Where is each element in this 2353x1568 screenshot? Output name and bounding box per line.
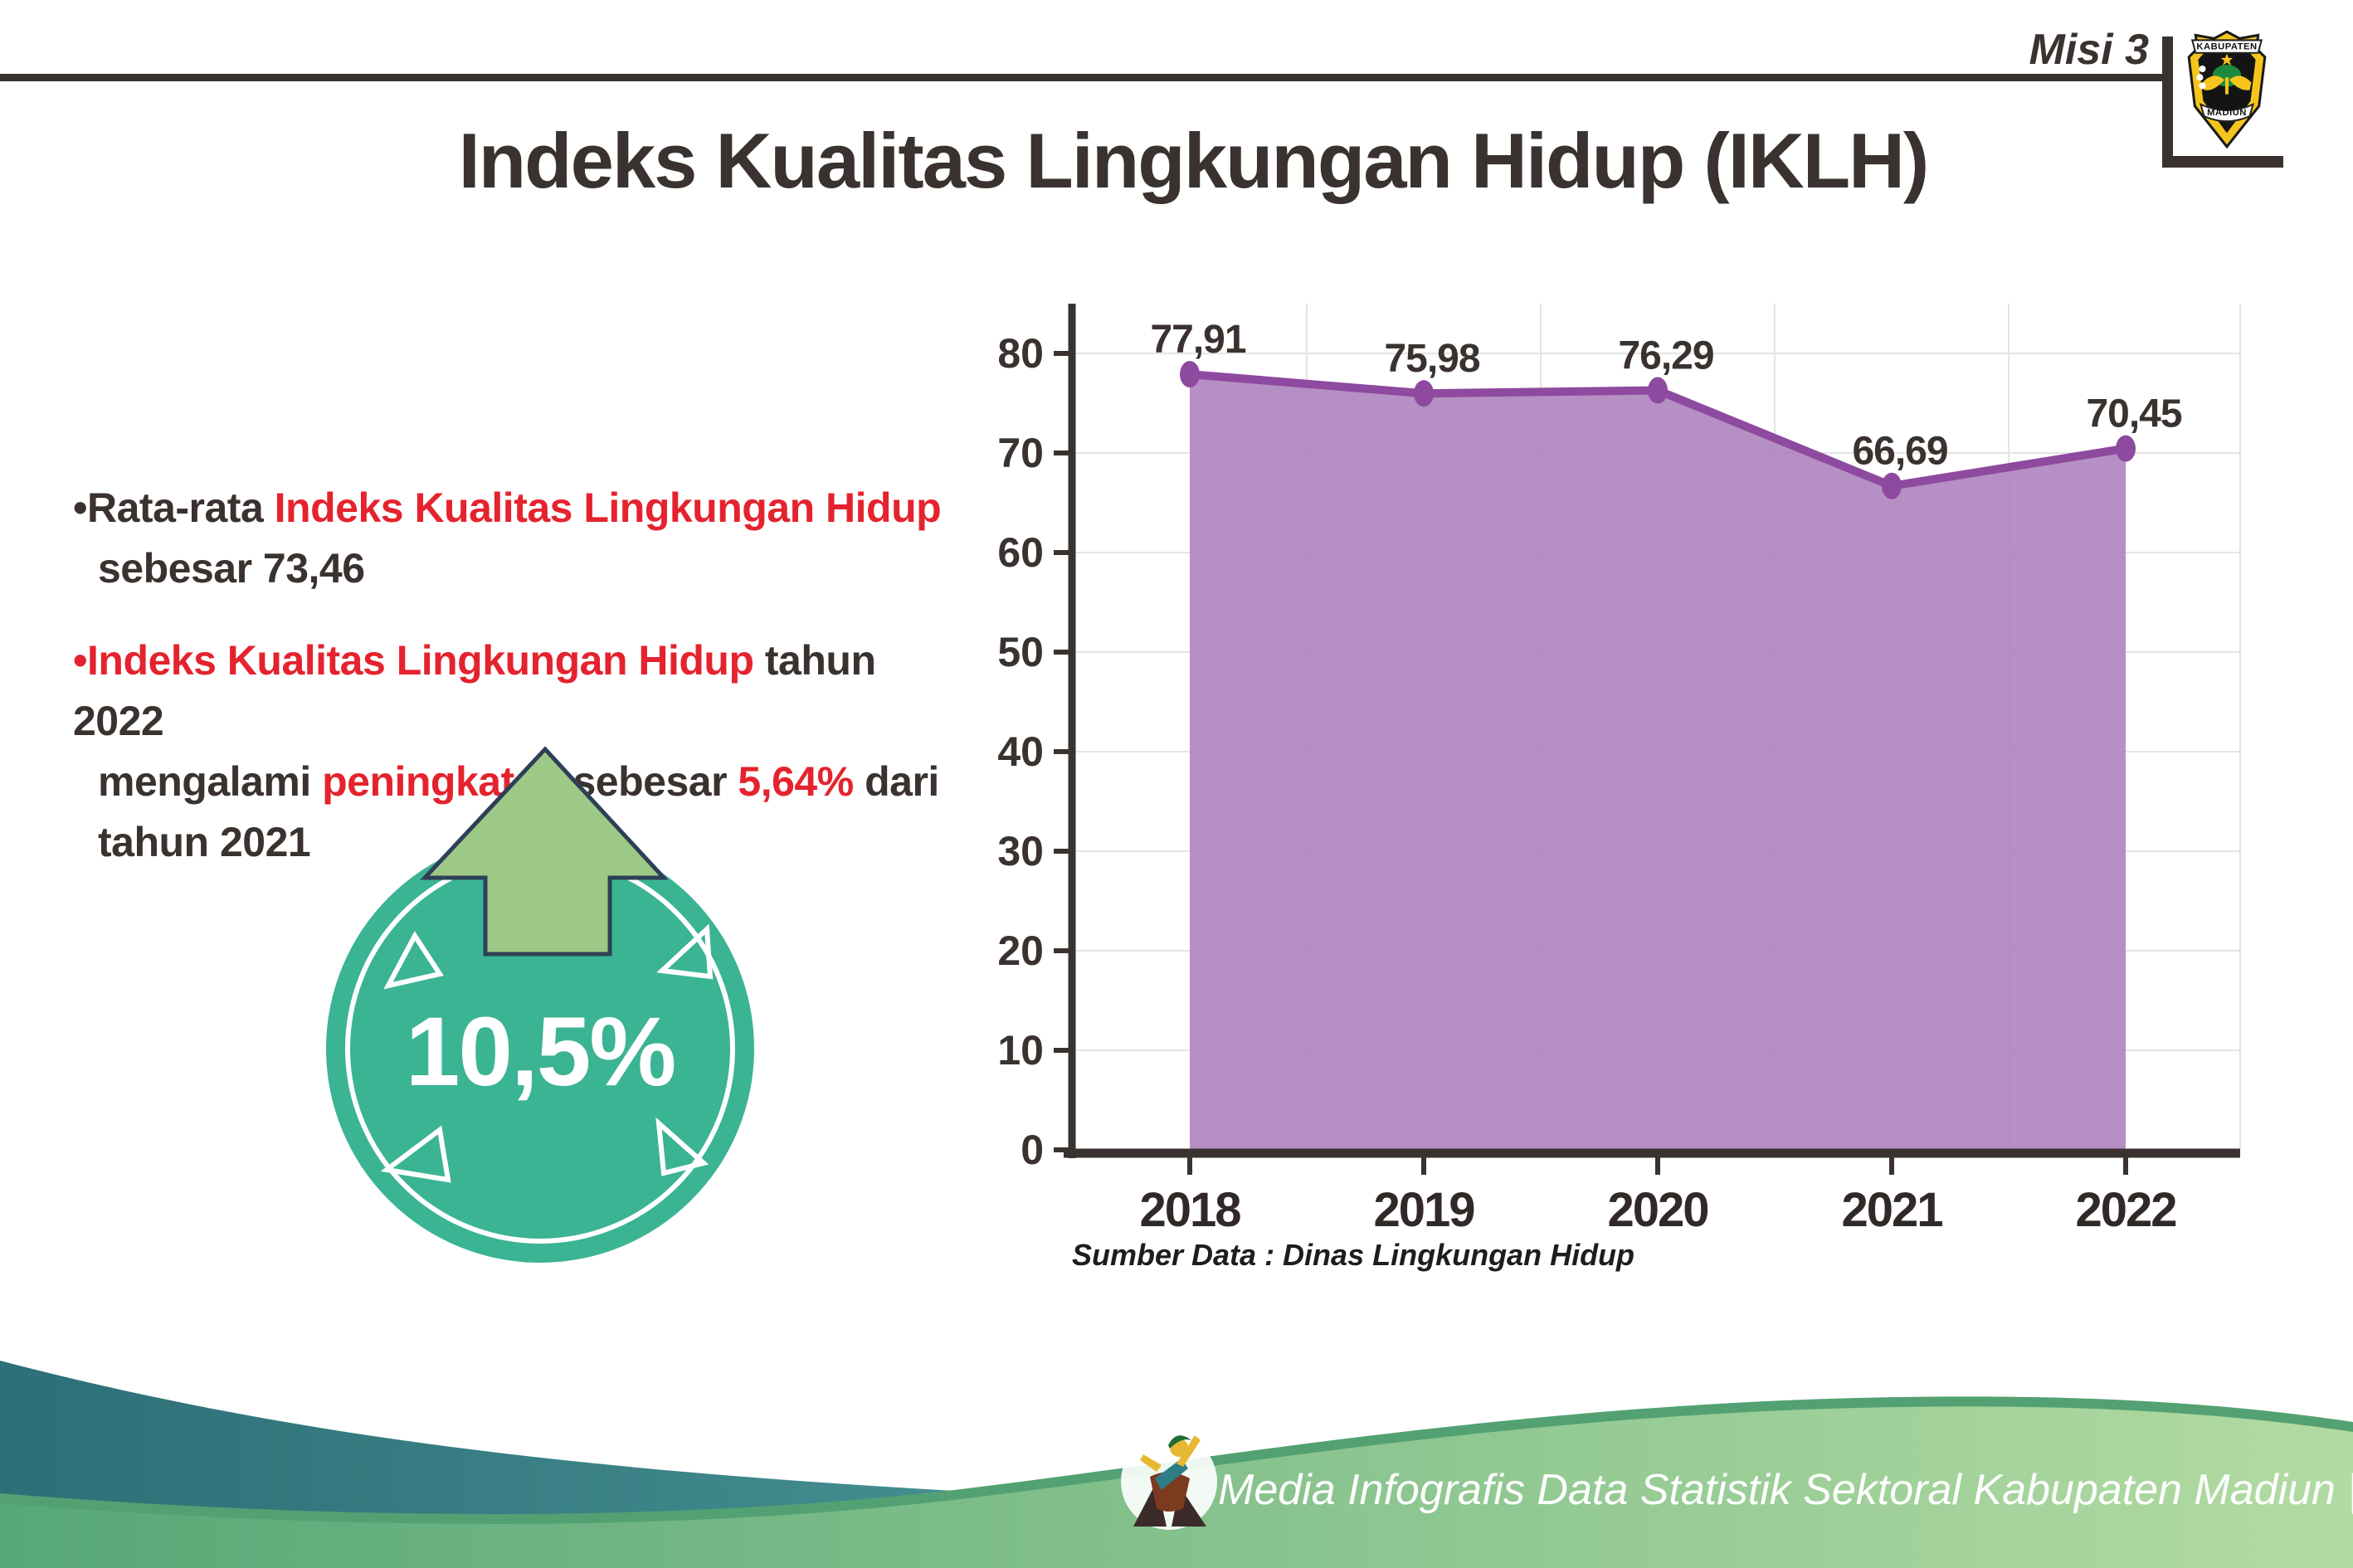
y-tick-label: 80 [997,330,1044,377]
logo-top-text: KABUPATEN [2196,42,2257,52]
footer-credit: Media Infografis Data Statistik Sektoral… [1218,1466,2353,1514]
badge-circle [326,835,754,1263]
header-rule [0,74,2162,81]
logo-kris-icon [2224,77,2229,95]
bullet-item: •Rata-rata Indeks Kualitas Lingkungan Hi… [73,478,952,599]
logo-bracket-horizontal [2162,156,2283,168]
bullet-text-segment: tahun 2022 [73,637,876,744]
bullet-text-segment: mengalami [98,758,323,805]
logo-banner-bottom [2199,102,2255,123]
data-label: 66,69 [1852,430,1947,474]
y-tick-label: 60 [997,529,1044,576]
data-point [1180,361,1200,388]
bullet-text-segment: •Indeks Kualitas Lingkungan Hidup [73,637,754,684]
y-tick-label: 0 [1021,1127,1044,1173]
mascot-arm [1140,1454,1162,1472]
bullets: •Rata-rata Indeks Kualitas Lingkungan Hi… [73,478,952,873]
bullet-text-segment: tahun 2021 [98,819,311,865]
x-tick-label: 2022 [2075,1183,2175,1237]
chart-source: Sumber Data : Dinas Lingkungan Hidup [1072,1238,1635,1272]
y-tick-label: 50 [997,629,1044,675]
badge-triangle-icon [380,1125,451,1183]
bullet-text-segment: dari [853,758,939,805]
logo-cotton-icon [2196,74,2204,81]
logo-star-icon [2220,53,2234,66]
badge-triangle-icon [383,931,444,990]
data-point [2116,435,2136,462]
data-point [1414,380,1434,407]
increase-badge: 10,5% [326,746,754,1263]
x-tick-label: 2018 [1139,1183,1240,1237]
bullet-text-segment: •Rata-rata [73,485,275,531]
bullet-text-segment: sebesar 73,46 [98,545,365,592]
logo-bottom-text: MADIUN [2207,108,2247,118]
data-label: 76,29 [1618,334,1713,378]
bullet-line: •Rata-rata Indeks Kualitas Lingkungan Hi… [73,478,952,538]
data-label: 75,98 [1384,337,1479,381]
bullet-line: sebesar 73,46 [73,538,952,599]
y-tick-label: 10 [997,1027,1044,1074]
data-label: 70,45 [2086,392,2181,436]
kabupaten-madiun-logo-icon: KABUPATEN MADIUN [2187,30,2267,149]
badge-triangle-icon [656,923,714,980]
data-point [1648,377,1668,404]
mascot-arm [1176,1435,1201,1467]
logo-cotton-icon [2199,65,2206,73]
up-arrow-icon [420,746,669,957]
mascot-icon [1121,1434,1217,1530]
bullet-line: •Indeks Kualitas Lingkungan Hidup tahun … [73,631,952,752]
bullet-line: tahun 2021 [73,812,952,873]
iklh-area-chart: 77,91 75,98 76,29 66,69 70,45 0 10 20 30 40 50 60 70… [997,304,2241,1237]
logo-wing-right-icon [2229,75,2252,90]
page-title: Indeks Kualitas Lingkungan Hidup (IKLH) [458,117,1930,204]
data-label: 77,91 [1150,318,1245,362]
area-fill [1190,374,2126,1151]
badge-value: 10,5% [406,997,675,1107]
x-tick-label: 2020 [1607,1183,1708,1237]
bullet-text-segment: 5,64% [738,758,854,805]
misi-label: Misi 3 [2029,26,2150,74]
logo-banner-top [2190,39,2263,54]
logo-cotton-icon [2199,82,2206,90]
badge-triangle-icon [655,1117,709,1176]
mascot-leaf-hat [1168,1435,1191,1449]
logo-bracket-vertical [2162,37,2173,163]
y-tick-label: 30 [997,828,1044,874]
data-point [1882,472,1902,499]
y-tick-label: 70 [997,430,1044,476]
mascot-sash [1155,1458,1188,1490]
logo-wing-left-icon [2202,75,2224,90]
x-tick-label: 2019 [1373,1183,1474,1237]
y-tick-label: 40 [997,728,1044,775]
bullet-text-segment: Indeks Kualitas Lingkungan Hidup [274,485,942,531]
x-tick-label: 2021 [1841,1183,1942,1237]
bullet-text-segment: sebesar [562,758,738,805]
y-tick-label: 20 [997,928,1044,974]
